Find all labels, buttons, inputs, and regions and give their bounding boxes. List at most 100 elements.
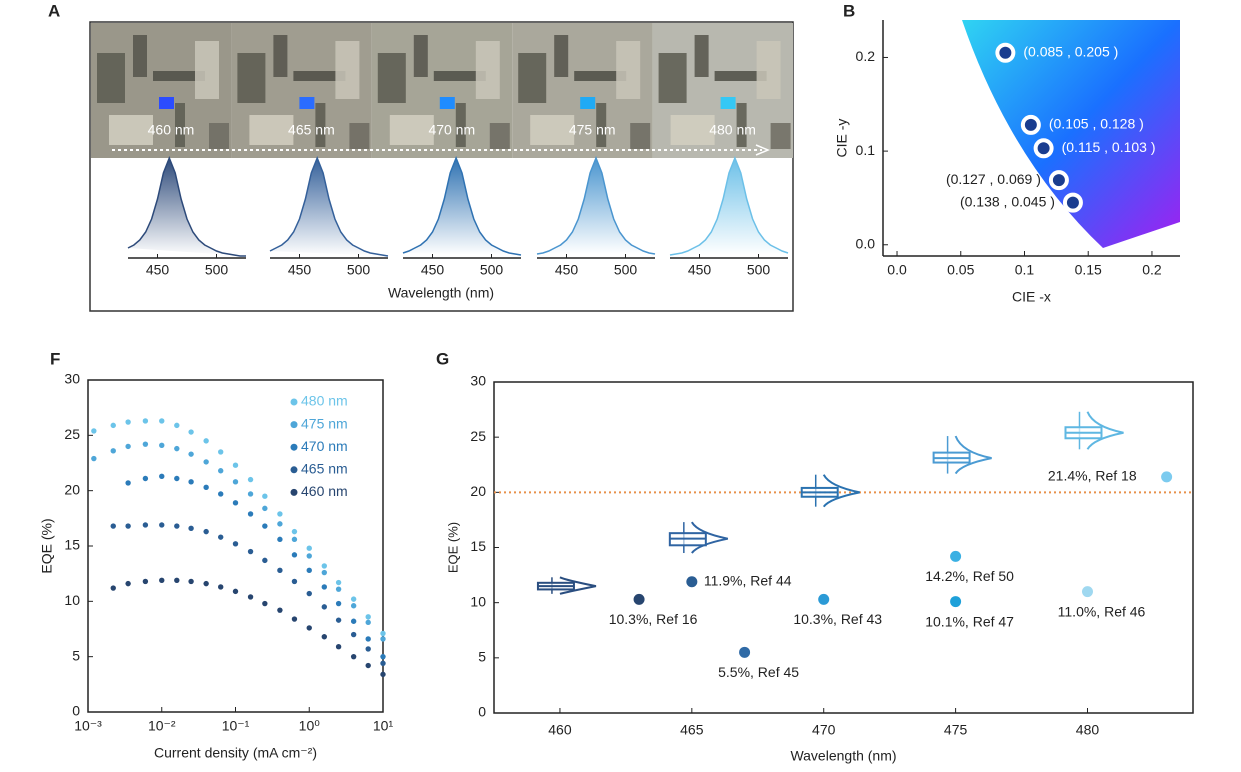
- point: [142, 522, 149, 528]
- point-label: (0.127 , 0.069 ): [946, 171, 1041, 187]
- point: [218, 534, 224, 540]
- photo-electrode: [714, 71, 767, 81]
- point: [365, 662, 371, 669]
- point: [306, 567, 312, 574]
- legend-label: 475 nm: [301, 415, 348, 431]
- photo-electrode: [377, 53, 406, 103]
- point: [218, 584, 224, 590]
- spectrum: [402, 155, 522, 256]
- point: [174, 577, 180, 584]
- x-tick-label: 0.15: [1075, 262, 1102, 278]
- photo-electrode: [736, 103, 747, 147]
- spectrum: [269, 155, 389, 257]
- y-tick-label: 0.1: [856, 142, 876, 158]
- photo-electrode: [433, 71, 486, 81]
- point: [232, 479, 239, 485]
- x-tick-label: 450: [146, 262, 170, 278]
- point: [335, 586, 342, 592]
- photo-electrode: [694, 35, 709, 77]
- point: [365, 619, 371, 626]
- point-label: (0.085 , 0.205 ): [1023, 43, 1118, 59]
- point: [350, 603, 357, 609]
- point: [277, 536, 283, 543]
- x-tick-label: 0.1: [1015, 262, 1035, 278]
- photo-electrode: [413, 35, 428, 77]
- legend-label: 470 nm: [301, 438, 348, 454]
- photo-electrode: [109, 115, 153, 145]
- point: [306, 590, 312, 597]
- photo-electrode: [658, 53, 687, 103]
- y-tick-label: 10: [470, 593, 486, 609]
- reference-label: 10.3%, Ref 16: [609, 611, 698, 627]
- point: [174, 523, 180, 529]
- x-axis-label: Wavelength (nm): [790, 748, 896, 764]
- x-tick-label: 475: [944, 722, 968, 738]
- x-tick-label: 10⁻¹: [222, 718, 250, 734]
- point: [306, 545, 312, 551]
- led-pixel: [159, 97, 174, 109]
- photo-electrode: [616, 41, 641, 99]
- photo-electrode: [195, 41, 219, 99]
- led-pixel: [439, 97, 455, 109]
- reference-point: [1161, 471, 1173, 483]
- photo-electrode: [554, 35, 569, 77]
- distribution: [822, 474, 860, 508]
- x-tick-label: 10⁻²: [148, 718, 176, 734]
- x-tick-label: 500: [480, 262, 504, 278]
- point: [159, 442, 165, 448]
- point: [203, 438, 209, 444]
- photo-electrode: [237, 53, 266, 103]
- legend-marker: [290, 443, 298, 451]
- photo-electrode: [153, 71, 205, 81]
- point: [291, 616, 298, 622]
- point: [142, 578, 149, 585]
- point: [159, 418, 165, 424]
- y-tick-label: 20: [64, 481, 80, 497]
- point: [232, 462, 239, 468]
- point: [306, 625, 312, 631]
- photo-electrode: [349, 123, 370, 149]
- point: [142, 418, 149, 424]
- reference-label: 21.4%, Ref 18: [1048, 468, 1137, 484]
- led-pixel: [299, 97, 315, 109]
- photo-electrode: [293, 71, 346, 81]
- y-tick-label: 30: [64, 371, 80, 387]
- point-label: (0.115 , 0.103 ): [1062, 139, 1156, 155]
- point: [335, 617, 342, 623]
- x-tick-label: 500: [614, 262, 638, 278]
- x-axis-label: CIE -x: [1012, 289, 1051, 305]
- legend-marker: [290, 398, 298, 406]
- point: [306, 553, 312, 559]
- point: [262, 505, 268, 512]
- y-tick-label: 20: [470, 483, 486, 499]
- point: [174, 445, 180, 452]
- panel-label: A: [48, 1, 60, 20]
- photo-electrode: [315, 103, 326, 147]
- panel-label: F: [50, 349, 60, 368]
- y-axis-label: CIE -y: [834, 119, 850, 158]
- reference-point: [1081, 586, 1093, 598]
- y-tick-label: 0: [72, 703, 80, 719]
- point: [188, 429, 194, 435]
- point: [1048, 170, 1069, 191]
- y-tick-label: 25: [470, 428, 486, 444]
- legend-label: 480 nm: [301, 393, 348, 409]
- point: [350, 653, 357, 660]
- point: [232, 541, 239, 547]
- reference-label: 5.5%, Ref 45: [718, 664, 799, 680]
- reference-label: 10.1%, Ref 47: [925, 613, 1014, 629]
- x-tick-label: 10¹: [373, 718, 394, 734]
- x-tick-label: 500: [205, 262, 229, 278]
- point: [218, 449, 224, 455]
- panel-a-frame: [89, 21, 794, 312]
- photo-electrode: [596, 103, 607, 147]
- photo-electrode: [489, 123, 510, 149]
- point: [277, 511, 283, 517]
- point: [350, 631, 357, 638]
- point: [321, 584, 328, 590]
- point: [247, 548, 254, 555]
- legend-marker: [290, 421, 298, 429]
- point: [159, 577, 165, 584]
- point: [262, 493, 268, 499]
